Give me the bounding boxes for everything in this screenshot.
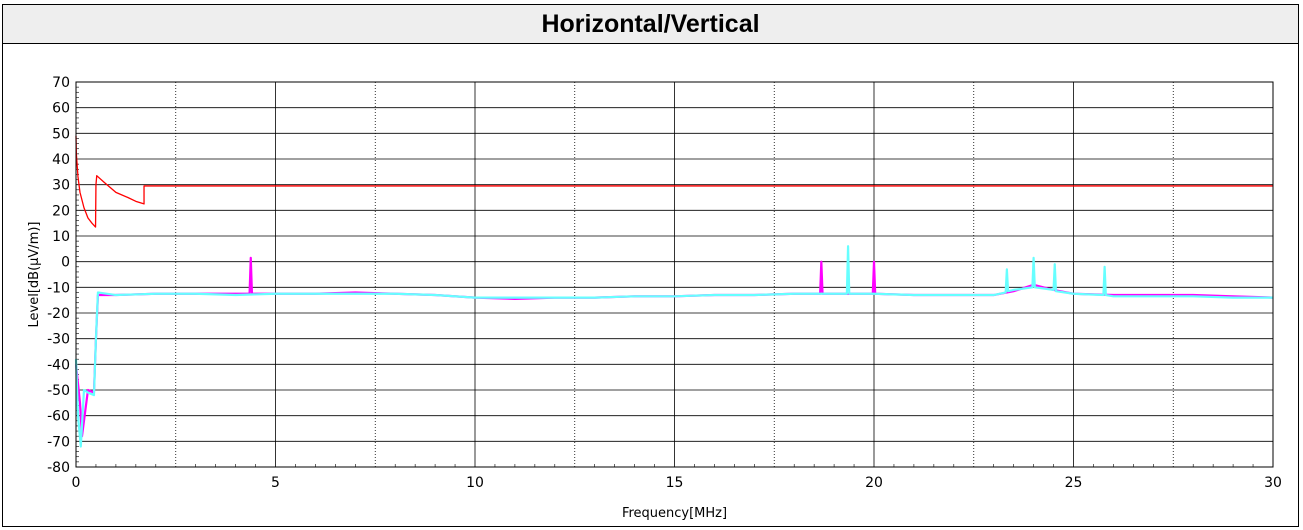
y-tick-label: -50 bbox=[47, 383, 70, 399]
y-tick-label: -30 bbox=[47, 332, 70, 348]
y-tick-label: 50 bbox=[52, 126, 70, 142]
x-tick-label: 20 bbox=[865, 475, 883, 491]
x-tick-label: 30 bbox=[1264, 475, 1282, 491]
y-tick-label: 70 bbox=[52, 75, 70, 91]
series-line-0 bbox=[75, 135, 1273, 228]
y-tick-label: 0 bbox=[61, 255, 70, 271]
series-line-2 bbox=[74, 245, 1273, 448]
x-tick-label: 5 bbox=[271, 475, 280, 491]
x-tick-label: 10 bbox=[466, 475, 484, 491]
y-tick-label: -60 bbox=[47, 409, 70, 425]
y-tick-label: 40 bbox=[52, 152, 70, 168]
x-tick-label: 15 bbox=[666, 475, 684, 491]
y-tick-label: 30 bbox=[52, 178, 70, 194]
y-tick-label: 10 bbox=[52, 229, 70, 245]
y-tick-label: -80 bbox=[47, 460, 70, 476]
plot-border bbox=[75, 81, 1274, 468]
y-axis-label: Level[dB(μV/m)] bbox=[27, 222, 42, 328]
y-tick-label: -10 bbox=[47, 280, 70, 296]
y-tick-label: 60 bbox=[52, 101, 70, 117]
y-tick-label: -20 bbox=[47, 306, 70, 322]
y-tick-label: -40 bbox=[47, 357, 70, 373]
y-tick-label: -70 bbox=[47, 434, 70, 450]
x-tick-label: 25 bbox=[1065, 475, 1083, 491]
x-tick-label: 0 bbox=[72, 475, 81, 491]
y-tick-label: 20 bbox=[52, 203, 70, 219]
chart-title: Horizontal/Vertical bbox=[541, 9, 760, 38]
chart-title-bar: Horizontal/Vertical bbox=[3, 5, 1298, 44]
x-axis-label: Frequency[MHz] bbox=[622, 506, 727, 521]
